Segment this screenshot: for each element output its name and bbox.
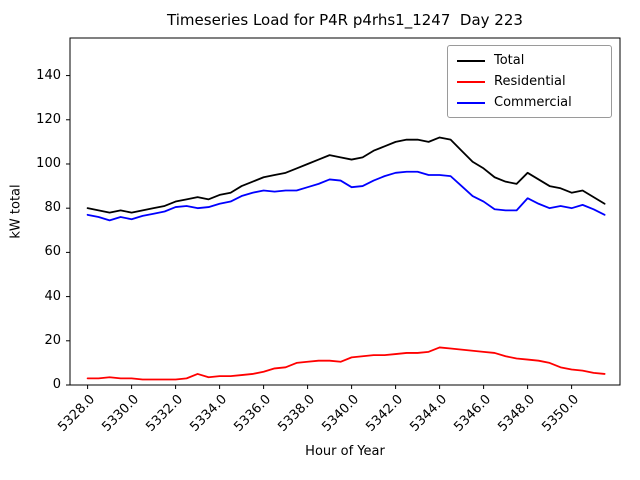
- legend-entry-total: Total: [457, 53, 602, 68]
- y-tick-label: 100: [36, 155, 61, 171]
- chart-title: Timeseries Load for P4R p4rhs1_1247 Day …: [167, 11, 523, 29]
- legend-label-residential: Residential: [494, 74, 566, 89]
- legend-label-commercial: Commercial: [494, 95, 572, 110]
- residential-line-sample-icon: [457, 80, 485, 83]
- y-tick-label: 40: [44, 288, 61, 304]
- commercial-line-sample-icon: [457, 101, 485, 104]
- y-tick-label: 60: [44, 244, 61, 260]
- axes-frame: [69, 37, 621, 386]
- legend: Total Residential Commercial: [447, 45, 612, 118]
- series-line-commercial: [86, 170, 606, 222]
- y-tick-label: 0: [52, 377, 61, 392]
- series-line-total: [86, 136, 606, 214]
- y-tick-label: 120: [36, 111, 61, 127]
- y-tick-label: 20: [44, 332, 61, 348]
- legend-entry-residential: Residential: [457, 74, 602, 89]
- y-tick-label: 140: [36, 67, 61, 83]
- legend-label-total: Total: [494, 53, 525, 68]
- legend-entry-commercial: Commercial: [457, 95, 602, 110]
- total-line-sample-icon: [457, 59, 485, 62]
- y-tick-label: 80: [44, 200, 61, 216]
- x-axis-label: Hour of Year: [305, 444, 385, 459]
- y-axis-label: kW total: [8, 184, 24, 239]
- series-line-residential: [86, 346, 606, 381]
